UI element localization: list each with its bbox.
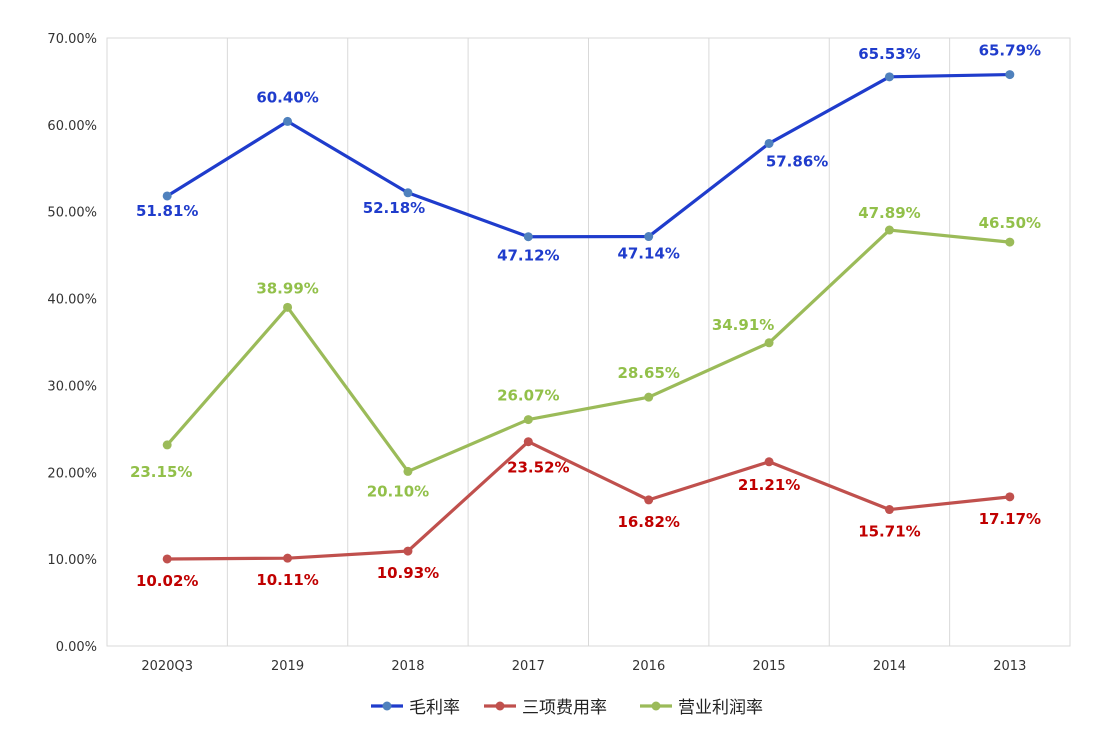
data-label: 60.40% xyxy=(256,88,318,106)
x-tick-label: 2014 xyxy=(873,659,906,674)
series-line-2 xyxy=(165,228,1010,474)
data-point xyxy=(283,553,293,563)
legend-marker xyxy=(382,701,392,711)
y-tick-label: 70.00% xyxy=(47,32,97,47)
data-point xyxy=(523,232,533,242)
data-label: 52.18% xyxy=(363,199,425,217)
data-point xyxy=(403,466,413,476)
data-label: 16.82% xyxy=(617,513,679,531)
data-label: 46.50% xyxy=(979,214,1041,232)
x-tick-label: 2019 xyxy=(271,659,304,674)
y-tick-label: 60.00% xyxy=(47,119,97,134)
data-label: 47.12% xyxy=(497,247,559,265)
data-label: 17.17% xyxy=(979,510,1041,528)
data-label: 23.15% xyxy=(130,463,192,481)
legend-label: 毛利率 xyxy=(409,698,460,718)
data-label: 21.21% xyxy=(738,476,800,494)
y-tick-label: 20.00% xyxy=(47,466,97,481)
legend-marker xyxy=(651,701,661,711)
data-point xyxy=(162,554,172,564)
data-label: 10.11% xyxy=(256,571,318,589)
data-point xyxy=(644,392,654,402)
legend-label: 营业利润率 xyxy=(678,698,763,718)
data-point xyxy=(283,116,293,126)
data-label: 51.81% xyxy=(136,202,198,220)
data-point xyxy=(403,188,413,198)
data-point xyxy=(884,72,894,82)
data-point xyxy=(403,546,413,556)
data-label: 10.02% xyxy=(136,572,198,590)
x-tick-label: 2018 xyxy=(391,659,424,674)
data-label: 65.79% xyxy=(979,42,1041,60)
data-label: 20.10% xyxy=(367,482,429,500)
x-tick-label: 2013 xyxy=(993,659,1026,674)
data-label: 15.71% xyxy=(858,523,920,541)
data-point xyxy=(644,232,654,242)
data-point xyxy=(523,437,533,447)
x-tick-label: 2017 xyxy=(512,659,545,674)
data-label: 34.91% xyxy=(712,316,774,334)
y-tick-label: 30.00% xyxy=(47,379,97,394)
data-point xyxy=(644,495,654,505)
y-tick-label: 0.00% xyxy=(56,640,97,655)
y-tick-label: 50.00% xyxy=(47,206,97,221)
legend-marker xyxy=(495,701,505,711)
data-label: 47.14% xyxy=(617,245,679,263)
data-point xyxy=(162,191,172,201)
x-tick-label: 2020Q3 xyxy=(141,659,193,674)
data-label: 57.86% xyxy=(766,152,828,170)
x-tick-label: 2016 xyxy=(632,659,665,674)
data-point xyxy=(884,505,894,515)
data-point xyxy=(1005,70,1015,80)
data-label: 38.99% xyxy=(256,279,318,297)
data-point xyxy=(523,415,533,425)
series-line-0 xyxy=(166,72,1010,239)
data-point xyxy=(764,457,774,467)
data-label: 26.07% xyxy=(497,387,559,405)
data-point xyxy=(1005,237,1015,247)
data-point xyxy=(1005,492,1015,502)
legend-label: 三项费用率 xyxy=(522,698,607,718)
data-label: 23.52% xyxy=(507,459,569,477)
data-label: 28.65% xyxy=(617,364,679,382)
data-point xyxy=(764,138,774,148)
y-tick-label: 40.00% xyxy=(47,293,97,308)
data-point xyxy=(884,225,894,235)
data-point xyxy=(764,338,774,348)
series-line-1 xyxy=(167,440,1010,561)
data-point xyxy=(162,440,172,450)
x-tick-label: 2015 xyxy=(753,659,786,674)
y-tick-label: 10.00% xyxy=(47,553,97,568)
data-label: 47.89% xyxy=(858,204,920,222)
data-point xyxy=(283,302,293,312)
data-label: 65.53% xyxy=(858,45,920,63)
data-label: 10.93% xyxy=(377,564,439,582)
